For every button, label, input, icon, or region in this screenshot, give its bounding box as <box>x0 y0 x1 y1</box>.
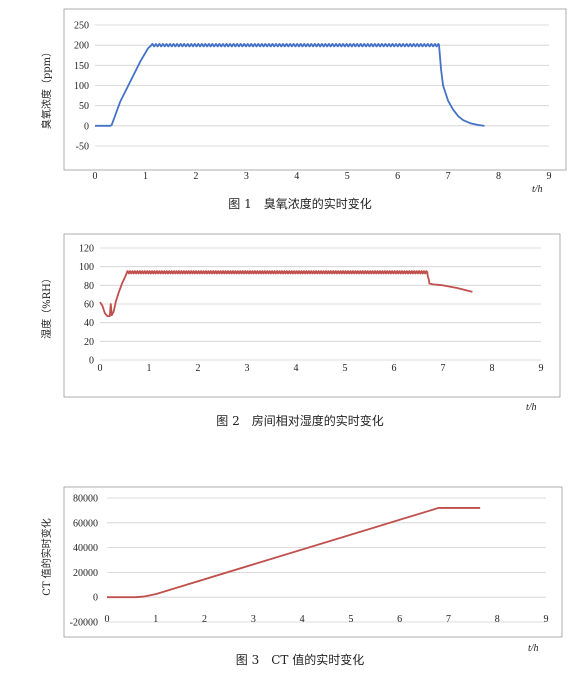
chart-2-y-tick-label: 80 <box>84 281 94 292</box>
chart-1-x-tick-label: 0 <box>93 171 98 182</box>
chart-1-y-tick-label: 50 <box>79 101 89 112</box>
chart-1-y-tick-label: 150 <box>74 61 89 72</box>
chart-3-x-tick-label: 9 <box>544 614 549 625</box>
chart-3-x-tick-label: 5 <box>348 614 353 625</box>
chart-1-x-tick-label: 1 <box>143 171 148 182</box>
chart-1-y-tick-label: 200 <box>74 41 89 52</box>
chart-2-x-tick-label: 0 <box>98 363 103 374</box>
chart-2-x-tick-label: 9 <box>539 363 544 374</box>
chart-2-x-tick-label: 2 <box>196 363 201 374</box>
chart-1-x-tick-label: 9 <box>547 171 552 182</box>
chart-2-y-tick-label: 120 <box>79 244 94 255</box>
chart-1-series-line <box>95 43 485 127</box>
chart-2-y-tick-label: 40 <box>84 318 94 329</box>
chart-2-ylabel: 湿度（%RH） <box>40 273 53 339</box>
chart-3-caption: 图 3 CT 值的实时变化 <box>236 652 364 667</box>
chart-1: -50 0 50 100 150 200 250 0 1 2 3 4 5 6 7 8 9 <box>74 21 552 183</box>
chart-3-y-tick-label: 20000 <box>73 568 98 579</box>
chart-1-x-tick-label: 3 <box>244 171 249 182</box>
chart-2-x-tick-label: 6 <box>392 363 397 374</box>
chart-1-y-tick-label: -50 <box>76 142 89 153</box>
chart-3-x-tick-label: 1 <box>153 614 158 625</box>
chart-2-series-line <box>99 270 473 318</box>
chart-3: -20000 0 20000 40000 60000 80000 0 1 2 3 4 5 6 7 8 9 <box>70 494 549 629</box>
chart-3-series-line <box>107 507 481 599</box>
chart-2-y-tick-label: 20 <box>84 337 94 348</box>
chart-3-y-tick-label: -20000 <box>70 618 98 629</box>
chart-2: 0 20 40 60 80 100 120 0 1 2 3 4 5 6 7 8 9 <box>79 244 544 375</box>
chart-3-x-tick-label: 3 <box>251 614 256 625</box>
chart-3-x-tick-label: 6 <box>397 614 402 625</box>
chart-3-ylabel: CT 值的实时变化 <box>40 518 53 596</box>
chart-3-x-tick-label: 4 <box>300 614 305 625</box>
chart-3-y-tick-label: 60000 <box>73 518 98 529</box>
chart-3-x-tick-label: 8 <box>495 614 500 625</box>
chart-2-frame <box>63 233 561 398</box>
chart-2-xunit: t/h <box>526 402 537 413</box>
chart-2-y-tick-label: 100 <box>79 262 94 273</box>
chart-3-x-tick-label: 7 <box>446 614 451 625</box>
chart-1-ylabel: 臭氧浓度（ppm） <box>40 47 53 129</box>
chart-3-xunit: t/h <box>528 643 539 654</box>
chart-1-y-tick-label: 100 <box>74 81 89 92</box>
chart-2-caption: 图 2 房间相对湿度的实时变化 <box>216 413 383 428</box>
chart-2-x-tick-label: 1 <box>147 363 152 374</box>
chart-1-x-tick-label: 6 <box>395 171 400 182</box>
chart-3-y-tick-label: 0 <box>93 593 98 604</box>
chart-1-x-tick-label: 2 <box>193 171 198 182</box>
chart-3-y-tick-label: 80000 <box>73 494 98 505</box>
chart-1-x-tick-label: 4 <box>294 171 299 182</box>
chart-2-y-tick-label: 0 <box>89 356 94 367</box>
chart-2-x-tick-label: 5 <box>343 363 348 374</box>
chart-1-x-tick-label: 7 <box>446 171 451 182</box>
chart-1-y-tick-label: 250 <box>74 21 89 32</box>
chart-3-x-tick-label: 0 <box>105 614 110 625</box>
chart-3-frame <box>63 486 563 638</box>
chart-2-x-tick-label: 8 <box>490 363 495 374</box>
chart-2-x-tick-label: 3 <box>245 363 250 374</box>
chart-1-caption: 图 1 臭氧浓度的实时变化 <box>228 196 371 211</box>
chart-2-x-tick-label: 7 <box>441 363 446 374</box>
chart-1-xunit: t/h <box>532 184 543 195</box>
chart-2-y-tick-label: 60 <box>84 300 94 311</box>
chart-3-y-tick-label: 40000 <box>73 543 98 554</box>
chart-3-x-tick-label: 2 <box>202 614 207 625</box>
chart-1-x-tick-label: 8 <box>496 171 501 182</box>
chart-1-x-tick-label: 5 <box>345 171 350 182</box>
chart-1-frame <box>63 8 567 171</box>
chart-2-x-tick-label: 4 <box>294 363 299 374</box>
chart-1-y-tick-label: 0 <box>84 121 89 132</box>
